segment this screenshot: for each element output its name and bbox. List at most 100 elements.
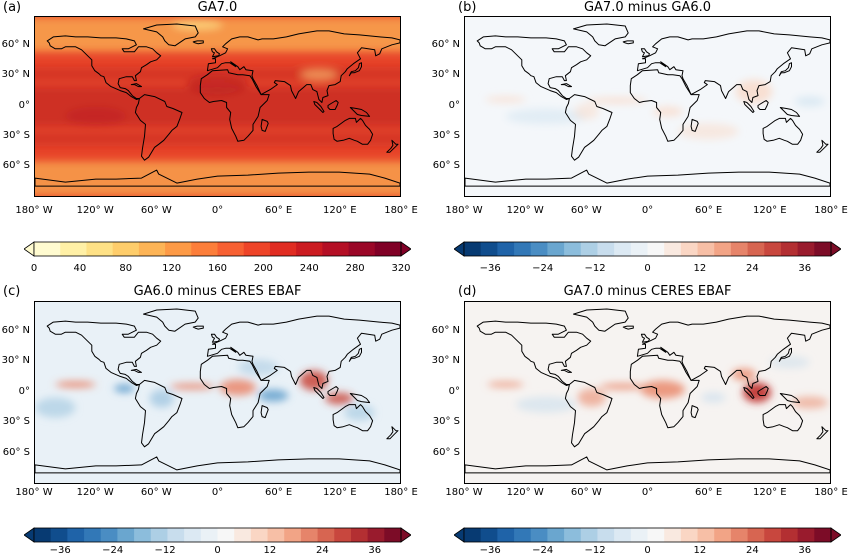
field-anomaly	[794, 96, 825, 107]
lat-tick-label: 30° S	[432, 129, 460, 141]
lon-tick-label: 180° E	[384, 487, 418, 498]
coastline-northAmerica	[476, 35, 592, 100]
coastline-antarctica	[465, 456, 830, 474]
coastline-greenland	[573, 308, 629, 332]
lon-tick-label: 60° E	[265, 487, 293, 498]
panel-title: GA7.0 minus CERES EBAF	[563, 284, 732, 299]
lon-tick-label: 180° W	[445, 487, 483, 498]
colorbar-tick-label: 12	[263, 545, 277, 556]
field-anomaly	[485, 96, 526, 103]
panel-c: (c) GA6.0 minus CERES EBAF 60° N 30° N 0° 30°…	[0, 283, 425, 556]
lat-tick-label: 60° N	[431, 39, 460, 51]
field-anomaly	[219, 379, 257, 396]
colorbar-segment	[200, 528, 218, 542]
lon-tick-label: 120° E	[323, 487, 357, 498]
colorbar-segment	[797, 242, 815, 256]
colorbar-segment	[680, 242, 699, 256]
panel-letter: (a)	[3, 0, 22, 15]
colorbar-segment	[697, 528, 715, 542]
coastline-greenland	[143, 308, 199, 332]
colorbar-segment	[814, 528, 832, 542]
lat-tick-label: 60° N	[1, 39, 30, 51]
colorbar-tick-label: 24	[315, 545, 329, 556]
colorbar-segment	[243, 242, 271, 256]
colorbar-tick-label: 240	[299, 263, 319, 274]
colorbar-segment	[497, 528, 515, 542]
colorbar-segment	[134, 528, 152, 542]
panel-title: GA7.0 minus GA6.0	[583, 0, 712, 15]
colorbar-segment	[384, 528, 402, 542]
field-anomaly	[35, 397, 76, 418]
colorbar-tick-label: 0	[214, 545, 221, 556]
colorbar-segment	[150, 528, 168, 542]
coastline-iceland	[622, 40, 634, 45]
coastline-antarctica	[35, 169, 400, 187]
lat-tick-label: 0°	[18, 99, 30, 111]
lon-tick-label: 180° W	[15, 487, 53, 498]
coastline-cuba	[130, 83, 142, 88]
colorbar-segment	[530, 528, 548, 542]
panel-title: GA7.0	[197, 0, 238, 15]
colorbar-segment	[614, 528, 632, 542]
lon-tick-label: 60° W	[140, 205, 172, 216]
colorbar-segment	[580, 242, 598, 256]
coastline-japan	[348, 347, 362, 362]
colorbar-segment	[814, 242, 832, 256]
panel-d: (d) GA7.0 minus CERES EBAF 60° N 30° N 0° 30°…	[430, 283, 850, 556]
colorbar-outline	[33, 527, 402, 543]
map-svg	[465, 17, 830, 196]
lat-tick-label: 30° S	[2, 129, 30, 141]
coastline-newGuinea	[349, 393, 371, 404]
colorbar-segment	[34, 528, 52, 542]
panel-title: GA6.0 minus CERES EBAF	[133, 284, 302, 299]
colorbar-tick-label: 24	[745, 263, 759, 274]
colorbar-segment	[647, 528, 665, 542]
field-anomaly	[599, 383, 645, 390]
colorbar-segment	[514, 528, 532, 542]
map-svg	[35, 302, 400, 483]
colorbar-segment	[597, 242, 615, 256]
field-anomaly	[187, 74, 248, 95]
lat-tick-label: 30° S	[432, 416, 460, 427]
coastline-japan	[778, 347, 792, 362]
coastline-australia	[762, 404, 804, 432]
panel-b: (b) GA7.0 minus GA6.0 60° N 30° N 0° 30° S 60°…	[430, 0, 850, 278]
colorbar-segment	[714, 528, 732, 542]
coastline-southAmerica	[564, 94, 613, 161]
colorbar-segment	[34, 242, 61, 256]
field-anomaly	[735, 79, 773, 104]
colorbar-tick-label: 120	[162, 263, 182, 274]
colorbar-segment	[464, 242, 482, 256]
coastline-greenland	[143, 23, 199, 47]
colorbar-segment	[67, 528, 85, 542]
coastline-newGuinea	[349, 107, 371, 117]
coastline-newZealand	[816, 426, 829, 440]
lon-tick-label: 120° W	[76, 205, 114, 216]
colorbar-segment	[84, 528, 102, 542]
colorbar-tick-label: −36	[49, 545, 71, 556]
field-background	[465, 17, 830, 196]
field-anomaly	[574, 103, 599, 120]
lat-tick-label: 30° N	[1, 69, 30, 81]
coastline-africa	[629, 69, 700, 142]
colorbar-tick-label: 0	[644, 545, 651, 556]
colorbar	[24, 527, 411, 543]
colorbar-segment	[322, 242, 350, 256]
coastline-sumatra	[313, 101, 325, 113]
colorbar-segment	[614, 242, 632, 256]
colorbar-tick-label: −12	[584, 263, 606, 274]
coastline-northAmerica	[46, 35, 162, 100]
colorbar-segment	[269, 242, 297, 256]
coastline-australia	[332, 404, 374, 432]
lat-tick-label: 60° N	[1, 324, 30, 336]
colorbar-segment	[730, 242, 749, 256]
colorbar-tick-label: 36	[368, 545, 382, 556]
field-anomaly	[149, 389, 174, 408]
lat-tick-label: 60° N	[431, 324, 460, 336]
lon-tick-label: 60° E	[695, 205, 723, 216]
colorbar-tick-label: 36	[798, 263, 812, 274]
colorbar-segment	[647, 242, 665, 256]
coastline-japan	[778, 62, 792, 77]
colorbar-segment	[60, 242, 87, 256]
lon-tick-label: 60° W	[140, 487, 172, 498]
